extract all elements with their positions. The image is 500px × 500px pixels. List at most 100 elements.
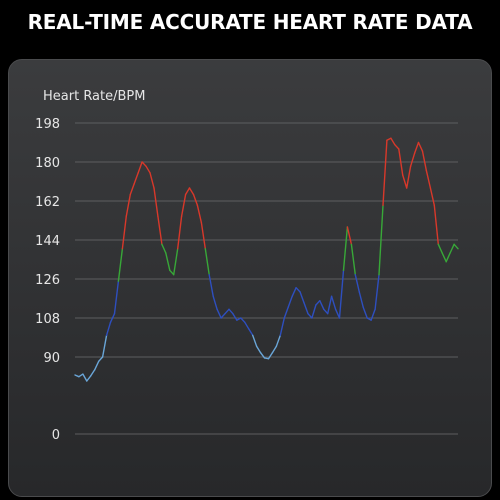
series-segment <box>165 252 171 271</box>
y-tick-label-162: 162 <box>35 195 60 210</box>
series-segment <box>433 204 439 246</box>
page-headline: REAL-TIME ACCURATE HEART RATE DATA <box>27 10 473 34</box>
chart-panel <box>8 59 492 497</box>
series-segment <box>208 274 214 297</box>
series-segment <box>200 221 207 250</box>
series-segment <box>449 243 455 254</box>
series-segment <box>299 291 305 304</box>
series-segment <box>74 374 80 378</box>
gridlines <box>75 122 458 435</box>
series-segment <box>346 226 353 246</box>
series-segment <box>291 287 297 297</box>
series-segment <box>105 321 112 336</box>
series-segment <box>90 369 96 377</box>
series-segment <box>169 269 175 276</box>
series-segment <box>97 356 104 362</box>
series-segment <box>149 172 155 189</box>
series-segment <box>220 313 226 319</box>
series-segment <box>307 313 313 319</box>
series-segment <box>180 193 187 217</box>
series-segment <box>125 193 132 217</box>
series-segment <box>315 300 321 306</box>
series-segment <box>402 174 408 189</box>
series-segment <box>275 334 281 347</box>
series-segment <box>409 152 416 168</box>
series-segment <box>386 137 392 142</box>
series-segment <box>330 295 337 310</box>
heart-rate-series <box>74 137 459 382</box>
series-segment <box>212 295 218 310</box>
series-segment <box>441 252 447 263</box>
y-tick-label-198: 198 <box>35 117 60 132</box>
series-segment <box>287 295 293 308</box>
series-segment <box>244 321 250 330</box>
series-segment <box>350 243 356 276</box>
series-segment <box>133 172 139 185</box>
series-segment <box>437 243 443 254</box>
series-segment <box>366 317 372 321</box>
series-segment <box>113 280 120 315</box>
series-segment <box>267 352 274 360</box>
series-segment <box>362 306 368 319</box>
series-segment <box>429 187 435 207</box>
series-segment <box>101 334 108 358</box>
series-segment <box>279 317 285 336</box>
series-segment <box>82 373 88 382</box>
series-segment <box>129 182 135 196</box>
series-segment <box>145 165 151 174</box>
series-segment <box>417 141 424 152</box>
series-segment <box>338 269 345 319</box>
series-segment <box>141 161 147 168</box>
series-segment <box>153 187 159 217</box>
series-segment <box>295 287 301 293</box>
series-segment <box>370 308 376 321</box>
series-segment <box>413 141 420 155</box>
series-segment <box>86 375 92 382</box>
series-segment <box>228 308 234 315</box>
series-segment <box>236 317 242 321</box>
y-tick-label-144: 144 <box>35 234 60 249</box>
series-segment <box>271 345 278 354</box>
series-segment <box>204 247 210 276</box>
series-segment <box>354 274 360 293</box>
series-segment <box>176 215 183 250</box>
series-segment <box>323 308 329 315</box>
y-tick-labels: 0 90 108 126 144 162 180 198 <box>35 117 60 443</box>
y-axis-label: Heart Rate/BPM <box>43 89 145 104</box>
series-segment <box>137 161 143 174</box>
y-tick-label-108: 108 <box>35 312 60 327</box>
series-segment <box>259 352 266 359</box>
series-segment <box>398 148 404 176</box>
series-segment <box>445 252 451 263</box>
series-segment <box>425 169 432 189</box>
series-segment <box>327 295 333 315</box>
series-segment <box>196 204 203 224</box>
y-tick-label-90: 90 <box>43 351 60 366</box>
series-segment <box>342 226 349 271</box>
series-segment <box>311 304 317 319</box>
series-segment <box>247 328 254 336</box>
series-segment <box>251 334 258 347</box>
series-segment <box>121 215 128 250</box>
series-segment <box>192 193 199 207</box>
series-segment <box>232 313 238 321</box>
series-segment <box>283 306 289 319</box>
series-segment <box>216 308 222 319</box>
series-segment <box>172 247 179 276</box>
series-segment <box>334 308 341 319</box>
series-segment <box>157 215 163 246</box>
series-segment <box>78 373 84 378</box>
y-tick-label-180: 180 <box>35 156 60 171</box>
series-segment <box>93 360 100 371</box>
series-segment <box>184 187 191 196</box>
series-segment <box>117 247 124 282</box>
series-segment <box>382 139 388 207</box>
series-segment <box>421 150 428 172</box>
series-segment <box>378 204 384 276</box>
series-segment <box>161 243 167 254</box>
y-tick-label-126: 126 <box>35 273 60 288</box>
y-tick-label-0: 0 <box>52 428 60 443</box>
series-segment <box>358 291 364 308</box>
series-segment <box>390 137 396 146</box>
